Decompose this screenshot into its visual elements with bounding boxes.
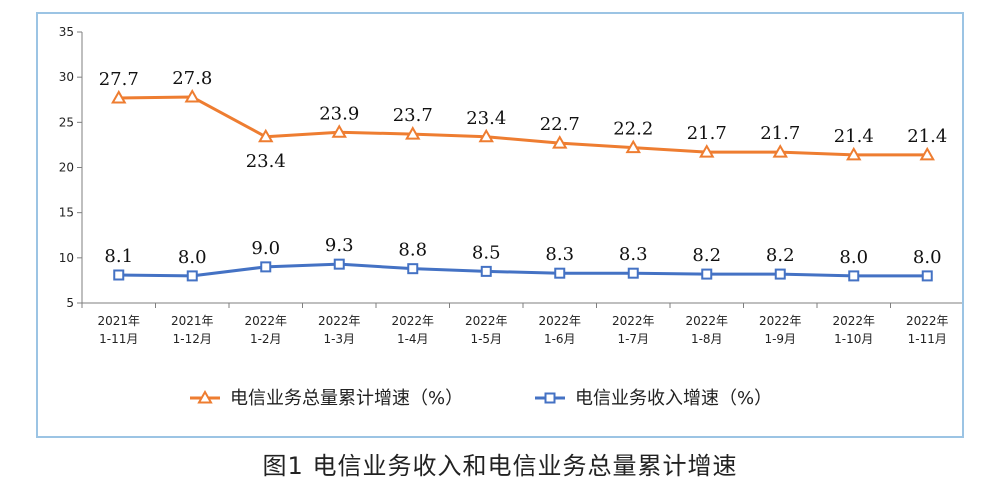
triangle-marker <box>552 135 568 149</box>
data-label: 8.0 <box>178 247 207 268</box>
x-tick-label-year: 2022年 <box>685 314 728 328</box>
x-tick-label-year: 2022年 <box>318 314 361 328</box>
square-marker <box>848 270 860 282</box>
square-marker <box>260 261 272 273</box>
triangle-marker <box>258 128 274 143</box>
data-label: 27.8 <box>172 68 212 89</box>
data-label: 8.2 <box>766 245 795 266</box>
data-label: 8.8 <box>398 240 427 261</box>
chart-frame: 5 10 15 20 25 30 35 2021年 1-11月 2021年 1-12月 2022年 1… <box>36 12 964 438</box>
y-axis: 5 10 15 20 25 30 35 <box>59 25 83 310</box>
x-tick-label-year: 2021年 <box>171 314 214 328</box>
triangle-marker <box>919 146 935 161</box>
square-marker <box>333 258 345 270</box>
x-tick-label-period: 1-10月 <box>834 332 873 346</box>
series-line-total-volume <box>118 95 928 157</box>
data-label: 8.0 <box>913 247 942 268</box>
triangle-marker <box>111 89 127 104</box>
square-marker <box>544 392 556 404</box>
data-label: 21.4 <box>907 126 947 147</box>
triangle-marker <box>197 389 213 404</box>
x-tick-label-year: 2022年 <box>759 314 802 328</box>
legend-label: 电信业务收入增速（%） <box>575 388 772 409</box>
data-label: 8.5 <box>472 242 501 263</box>
y-tick-label: 30 <box>59 70 74 84</box>
line-chart: 5 10 15 20 25 30 35 2021年 1-11月 2021年 1-12月 2022年 1… <box>59 25 962 409</box>
x-tick-label-period: 1-11月 <box>908 332 947 346</box>
data-label: 22.2 <box>613 119 653 140</box>
square-marker <box>774 268 786 280</box>
triangle-marker <box>184 89 200 103</box>
legend: 电信业务总量累计增速（%） 电信业务收入增速（%） <box>190 388 772 409</box>
square-marker <box>113 269 125 281</box>
data-label: 23.9 <box>319 103 359 124</box>
data-label: 9.3 <box>325 235 354 256</box>
x-tick-label-year: 2022年 <box>832 314 875 328</box>
x-tick-label-year: 2022年 <box>244 314 287 328</box>
square-marker <box>407 263 419 275</box>
data-label: 23.4 <box>466 108 506 129</box>
square-marker <box>480 265 492 277</box>
data-label: 8.2 <box>692 245 721 266</box>
figure-caption: 图1 电信业务收入和电信业务总量累计增速 <box>262 452 738 480</box>
x-tick-label-period: 1-9月 <box>764 332 796 346</box>
y-tick-label: 25 <box>59 115 74 129</box>
x-tick-label-year: 2022年 <box>538 314 581 328</box>
triangle-marker <box>405 126 421 140</box>
square-marker <box>701 268 713 280</box>
data-labels: 27.7 27.8 23.4 23.9 23.7 23.4 22.7 22.2 21.7 21.7… <box>99 68 948 268</box>
x-tick-label-period: 1-7月 <box>617 332 649 346</box>
data-label: 23.4 <box>246 151 286 172</box>
x-tick-label-period: 1-4月 <box>397 332 429 346</box>
square-marker <box>627 267 639 279</box>
data-label: 8.0 <box>839 247 868 268</box>
x-tick-label-year: 2022年 <box>612 314 655 328</box>
data-label: 22.7 <box>540 114 580 135</box>
x-tick-label-year: 2021年 <box>97 314 140 328</box>
x-tick-label-period: 1-2月 <box>250 332 282 346</box>
x-tick-label-year: 2022年 <box>391 314 434 328</box>
x-tick-label-period: 1-11月 <box>99 332 138 346</box>
data-label: 8.1 <box>104 246 133 267</box>
data-label: 27.7 <box>99 69 139 90</box>
triangle-marker <box>478 128 494 143</box>
triangle-marker <box>625 139 641 154</box>
x-tick-label-period: 1-6月 <box>544 332 576 346</box>
triangle-marker <box>772 144 788 158</box>
series-container <box>111 89 935 282</box>
data-label: 8.3 <box>545 244 574 265</box>
data-label: 8.3 <box>619 244 648 265</box>
x-tick-label-year: 2022年 <box>465 314 508 328</box>
square-marker <box>921 270 933 282</box>
x-tick-label-period: 1-3月 <box>323 332 355 346</box>
y-tick-label: 5 <box>66 296 74 310</box>
data-label: 21.4 <box>834 126 874 147</box>
x-tick-label-period: 1-5月 <box>470 332 502 346</box>
data-label: 23.7 <box>393 105 433 126</box>
square-marker <box>186 270 198 282</box>
triangle-marker <box>699 144 715 158</box>
x-tick-label-period: 1-8月 <box>691 332 723 346</box>
y-tick-label: 15 <box>59 206 74 220</box>
y-tick-label: 20 <box>59 161 74 175</box>
series-line-revenue <box>118 262 928 278</box>
x-tick-label-year: 2022年 <box>906 314 949 328</box>
data-label: 21.7 <box>760 123 800 144</box>
y-tick-label: 35 <box>59 25 74 39</box>
square-marker <box>554 267 566 279</box>
y-tick-label: 10 <box>59 251 74 265</box>
x-axis: 2021年 1-11月 2021年 1-12月 2022年 1-2月 2022年 1-3月 20… <box>81 302 962 346</box>
legend-label: 电信业务总量累计增速（%） <box>230 388 463 409</box>
data-label: 9.0 <box>251 238 280 259</box>
x-tick-label-period: 1-12月 <box>173 332 212 346</box>
triangle-marker <box>846 146 862 161</box>
triangle-marker <box>331 124 347 138</box>
data-label: 21.7 <box>687 123 727 144</box>
